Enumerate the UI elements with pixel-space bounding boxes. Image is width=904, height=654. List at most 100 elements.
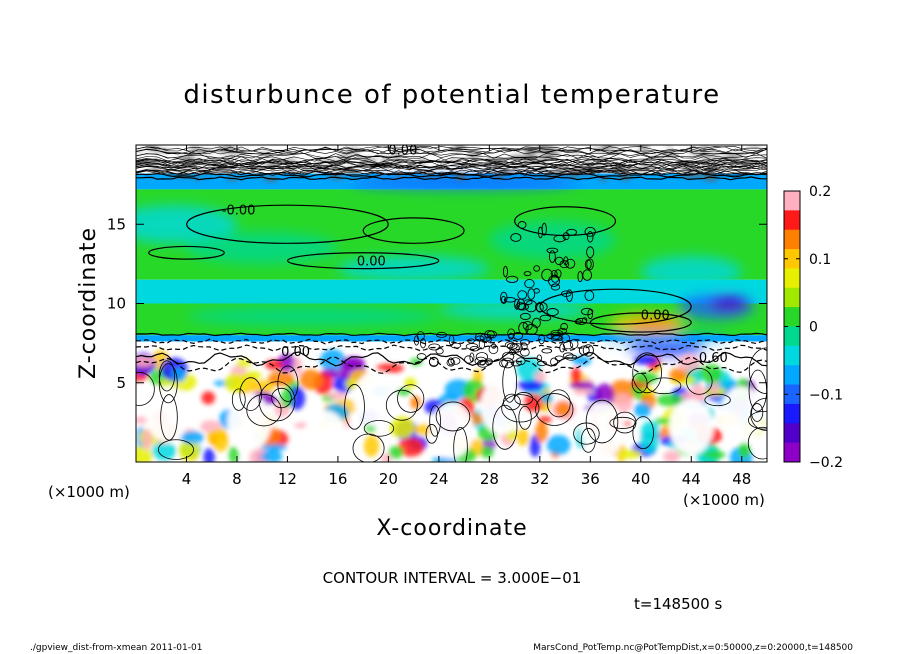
field-speckle [151, 441, 177, 461]
field-speckle [594, 383, 615, 408]
field-speckle [267, 370, 295, 387]
contour-line [136, 372, 155, 406]
contour-line [446, 358, 456, 367]
contour-line [534, 301, 548, 313]
field-speckle [136, 445, 153, 462]
colorbar-tick-label: −0.2 [809, 455, 843, 471]
contour-label: 0.00 [641, 308, 670, 323]
contour-line [469, 346, 480, 352]
field-speckle [227, 394, 272, 451]
field-speckle [389, 416, 415, 439]
x-unit-right: (×1000 m) [683, 491, 765, 509]
contour-label: 0.00 [388, 144, 417, 159]
contour-line [505, 275, 519, 283]
contour-line [435, 401, 471, 432]
contour-line [589, 312, 692, 333]
contour-line [157, 439, 194, 460]
contour-line [517, 221, 527, 229]
colorbar-swatch [784, 210, 800, 231]
contour-line [363, 420, 395, 437]
contour-line [632, 352, 662, 394]
contour-line [277, 365, 299, 402]
contour-line [538, 333, 545, 345]
field-speckle [738, 442, 751, 459]
contour-line [566, 289, 573, 302]
contour-line [136, 351, 767, 367]
chart-title: disturbunce of potential temperature [183, 80, 720, 110]
contour-line [524, 278, 535, 289]
contour-line [580, 427, 596, 453]
field-speckle [224, 373, 248, 393]
contour-line [548, 250, 556, 263]
y-axis-label: Z-coordinate [76, 227, 101, 379]
field-speckle [654, 417, 671, 425]
contour-line [569, 338, 579, 349]
contour-label: 0.00 [281, 345, 310, 360]
contour-line [533, 265, 541, 272]
contour-line [584, 226, 596, 237]
contour-line [488, 344, 499, 355]
x-tick-label: 48 [732, 470, 751, 488]
contour-line [504, 341, 516, 349]
contour-line [450, 357, 461, 365]
contour-line [751, 403, 764, 422]
y-tick-label: 5 [116, 374, 126, 392]
contour-line [136, 148, 767, 155]
field-patch [628, 339, 704, 356]
contour-line [510, 233, 522, 242]
contour-line [748, 410, 767, 430]
contour-line [385, 389, 418, 421]
contour-line [501, 394, 540, 423]
contour-line [484, 330, 495, 339]
field-speckle [178, 440, 200, 462]
field-speckle [656, 393, 684, 407]
contour-line [550, 357, 558, 367]
field-speckle [534, 370, 546, 383]
contour-line [586, 231, 594, 243]
contour-line [502, 361, 518, 403]
contour-line [527, 288, 536, 300]
field-speckle [228, 446, 239, 462]
contour-line [580, 307, 594, 316]
contour-line [559, 260, 570, 269]
x-tick-label: 36 [581, 470, 600, 488]
field-speckle [203, 448, 215, 462]
contour-line [136, 163, 767, 170]
field-speckle [337, 154, 351, 160]
field-speckle [410, 395, 421, 410]
field-speckle [142, 428, 153, 451]
contour-line [541, 348, 553, 354]
contour-line [518, 405, 532, 430]
contour-line [136, 161, 767, 168]
contour-line [136, 146, 767, 152]
field-speckle [261, 449, 283, 462]
contour-line [136, 148, 767, 155]
contour-line [548, 275, 560, 287]
contour-line [575, 317, 588, 325]
contour-line [522, 321, 533, 331]
contour-interval-text: CONTOUR INTERVAL = 3.000E−01 [323, 569, 582, 587]
field-speckle [136, 354, 156, 367]
contour-line [271, 387, 292, 409]
field-patch [438, 300, 591, 320]
contour-line [136, 160, 767, 167]
field-speckle [303, 410, 348, 462]
contour-line [535, 393, 574, 426]
field-speckle [388, 445, 404, 459]
contour-line [416, 331, 425, 342]
colorbar-swatch [784, 442, 800, 463]
colorbar-swatch [784, 365, 800, 386]
contour-line [158, 360, 175, 392]
contour-line [511, 342, 523, 353]
contour-line [474, 332, 486, 342]
field-speckle [601, 145, 613, 150]
field-speckle [535, 421, 548, 443]
footer-left: ./gpview_dist-from-xmean 2011-01-01 [30, 643, 202, 653]
contour-line [478, 339, 486, 350]
contour-line [520, 312, 531, 321]
field-speckle [345, 378, 357, 391]
contour-line [136, 169, 767, 175]
field-speckle [669, 399, 714, 456]
field-speckle [611, 393, 633, 414]
field-patch [640, 255, 742, 288]
